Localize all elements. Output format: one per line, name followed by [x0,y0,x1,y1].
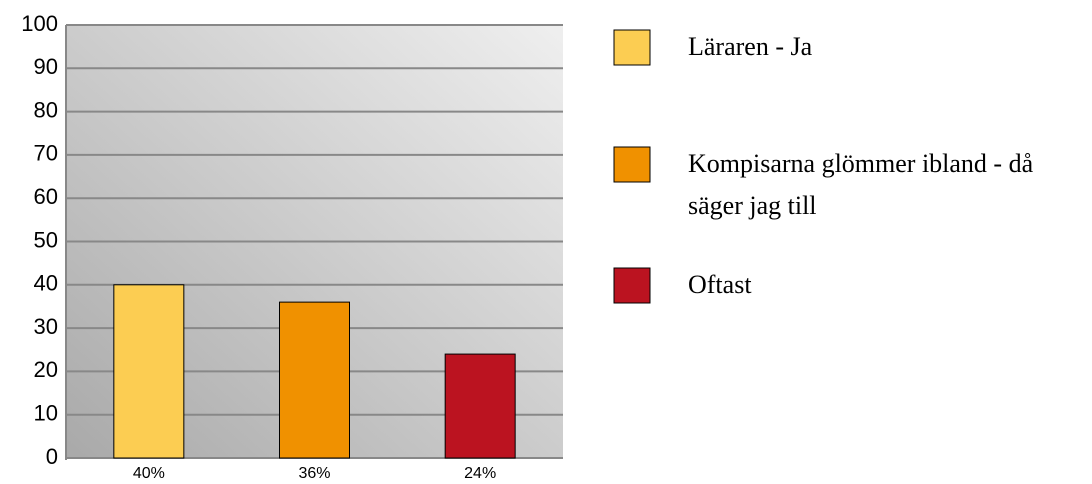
value-label: 40% [133,465,165,482]
legend-swatch [613,267,651,304]
y-tick-label: 50 [34,227,58,252]
legend-label: Läraren - Ja [688,32,813,61]
value-label: 24% [464,465,496,482]
y-tick-label: 10 [34,401,58,426]
y-tick-label: 100 [21,11,58,36]
y-tick-label: 90 [34,54,58,79]
legend-swatch [613,29,651,66]
y-tick-label: 30 [34,314,58,339]
y-tick-label: 40 [34,271,58,296]
value-label: 36% [298,465,330,482]
y-tick-label: 80 [34,97,58,122]
y-tick-label: 20 [34,357,58,382]
bar [113,284,185,459]
y-tick-label: 0 [46,444,58,469]
legend-label: Oftast [688,270,752,299]
y-tick-label: 70 [34,141,58,166]
legend-swatch [613,146,651,183]
bar [279,301,350,459]
y-tick-label: 60 [34,184,58,209]
bar [444,353,516,459]
legend-label: Kompisarna glömmer ibland - då säger jag… [688,149,1034,220]
